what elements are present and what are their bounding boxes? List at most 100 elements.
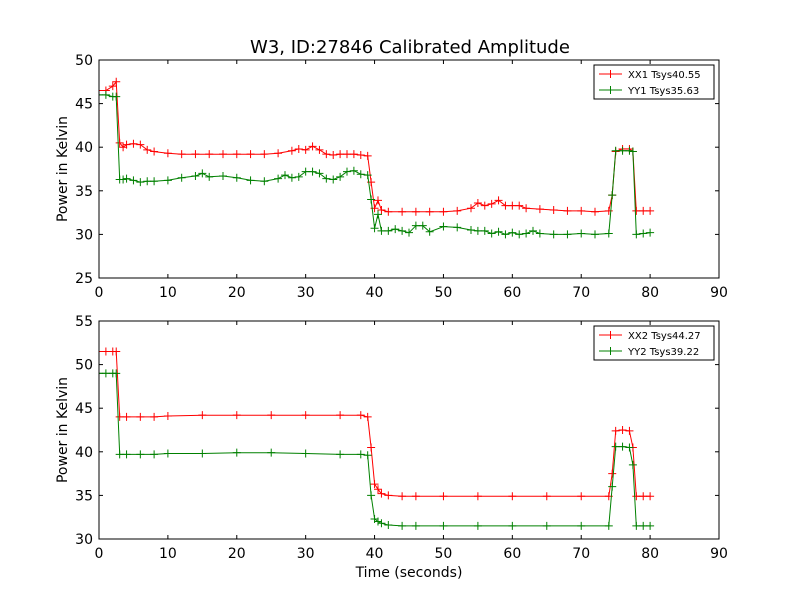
data-point bbox=[329, 175, 338, 184]
data-point bbox=[577, 206, 586, 215]
x-tick-label: 60 bbox=[503, 285, 521, 301]
legend-box bbox=[593, 64, 715, 100]
data-point bbox=[108, 82, 117, 91]
data-point bbox=[639, 492, 648, 501]
series-1 bbox=[99, 77, 655, 216]
data-point bbox=[384, 226, 393, 235]
data-point bbox=[632, 230, 641, 239]
data-point bbox=[604, 521, 613, 530]
data-point bbox=[611, 442, 620, 451]
data-point bbox=[367, 491, 376, 500]
data-point bbox=[232, 150, 241, 159]
data-point bbox=[99, 369, 103, 378]
data-point bbox=[136, 450, 145, 459]
data-point bbox=[356, 450, 365, 459]
data-point bbox=[232, 448, 241, 457]
data-point bbox=[112, 347, 121, 356]
x-axis-label: Time (seconds) bbox=[355, 565, 463, 581]
plot-frame bbox=[98, 320, 720, 540]
data-point bbox=[628, 460, 637, 469]
legend-marker bbox=[606, 86, 615, 94]
data-point bbox=[608, 469, 617, 478]
data-point bbox=[129, 139, 138, 148]
data-point bbox=[322, 174, 331, 183]
data-point bbox=[274, 174, 283, 183]
data-point bbox=[219, 171, 227, 180]
data-point bbox=[315, 145, 324, 154]
data-point bbox=[501, 201, 510, 210]
data-point bbox=[205, 172, 214, 181]
data-point bbox=[542, 521, 551, 530]
data-point bbox=[99, 347, 103, 356]
data-point bbox=[143, 145, 152, 154]
data-point bbox=[129, 176, 138, 185]
y-tick-label: 25 bbox=[75, 271, 93, 287]
data-point bbox=[377, 519, 386, 528]
data-point bbox=[112, 77, 121, 86]
data-point bbox=[356, 151, 365, 160]
data-point bbox=[336, 172, 345, 181]
series-line bbox=[99, 372, 651, 527]
data-point bbox=[198, 169, 207, 178]
data-point bbox=[163, 176, 172, 185]
data-point bbox=[301, 449, 310, 458]
data-point bbox=[370, 224, 379, 233]
data-point bbox=[508, 521, 517, 530]
data-point bbox=[232, 411, 241, 420]
data-point bbox=[336, 411, 345, 420]
data-point bbox=[646, 228, 655, 237]
data-point bbox=[508, 201, 517, 210]
data-point bbox=[487, 229, 496, 238]
data-point bbox=[501, 230, 510, 239]
x-tick-label: 70 bbox=[572, 285, 590, 301]
data-point bbox=[591, 230, 599, 239]
data-point bbox=[308, 167, 317, 176]
data-point bbox=[115, 412, 124, 421]
data-point bbox=[411, 221, 420, 230]
data-point bbox=[473, 492, 482, 501]
data-point bbox=[618, 426, 627, 434]
legend-label: YY1 Tsys35.63 bbox=[627, 86, 699, 97]
data-point bbox=[549, 205, 558, 214]
data-point bbox=[150, 412, 159, 421]
data-point bbox=[163, 449, 172, 458]
data-point bbox=[163, 149, 172, 158]
data-point bbox=[425, 207, 434, 216]
y-axis-label: Power in Kelvin bbox=[55, 116, 71, 222]
data-point bbox=[343, 150, 351, 159]
data-point bbox=[115, 138, 124, 147]
data-point bbox=[329, 151, 338, 160]
data-point bbox=[143, 177, 152, 186]
data-point bbox=[391, 225, 400, 234]
data-point bbox=[112, 369, 121, 378]
data-point bbox=[639, 206, 648, 215]
legend-label: YY2 Tsys39.22 bbox=[627, 347, 699, 358]
data-point bbox=[604, 206, 613, 215]
data-point bbox=[508, 228, 517, 237]
data-point bbox=[646, 492, 655, 501]
x-tick-label: 50 bbox=[435, 285, 453, 301]
data-point bbox=[205, 150, 214, 159]
data-point bbox=[439, 207, 448, 216]
data-point bbox=[632, 492, 641, 501]
data-point bbox=[150, 147, 159, 156]
data-point bbox=[122, 174, 131, 183]
data-point bbox=[604, 229, 613, 238]
data-point bbox=[577, 521, 586, 530]
data-point bbox=[439, 222, 448, 231]
data-point bbox=[563, 230, 572, 239]
data-point bbox=[377, 489, 386, 498]
data-point bbox=[363, 151, 372, 160]
data-point bbox=[163, 412, 172, 421]
series-1 bbox=[99, 347, 655, 501]
data-point bbox=[398, 521, 407, 530]
data-point bbox=[287, 173, 296, 182]
data-point bbox=[515, 201, 524, 210]
data-point bbox=[349, 166, 358, 175]
x-tick-label: 0 bbox=[95, 285, 104, 301]
x-tick-label: 0 bbox=[95, 546, 104, 562]
x-tick-label: 70 bbox=[572, 546, 590, 562]
x-tick-label: 40 bbox=[366, 285, 384, 301]
data-point bbox=[115, 450, 124, 459]
data-point bbox=[101, 90, 110, 99]
